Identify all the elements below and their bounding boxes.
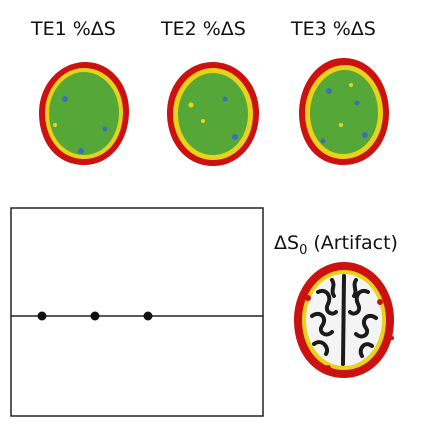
plot-frame <box>10 207 264 417</box>
s0-brain-artifact-icon <box>294 262 394 378</box>
te1-label: TE1 %ΔS <box>31 18 116 40</box>
plot-point-3 <box>143 311 153 321</box>
s0-artifact-label: ΔS0 (Artifact) <box>274 232 398 258</box>
plot-box <box>10 207 264 417</box>
te2-brain-map-icon <box>167 62 259 166</box>
te1-brain-map-icon <box>39 61 129 165</box>
plot-point-2 <box>90 311 100 321</box>
plot-point-1 <box>37 311 47 321</box>
te3-label: TE3 %ΔS <box>291 18 376 40</box>
te3-brain-map-icon <box>299 57 389 165</box>
te2-label: TE2 %ΔS <box>161 18 246 40</box>
